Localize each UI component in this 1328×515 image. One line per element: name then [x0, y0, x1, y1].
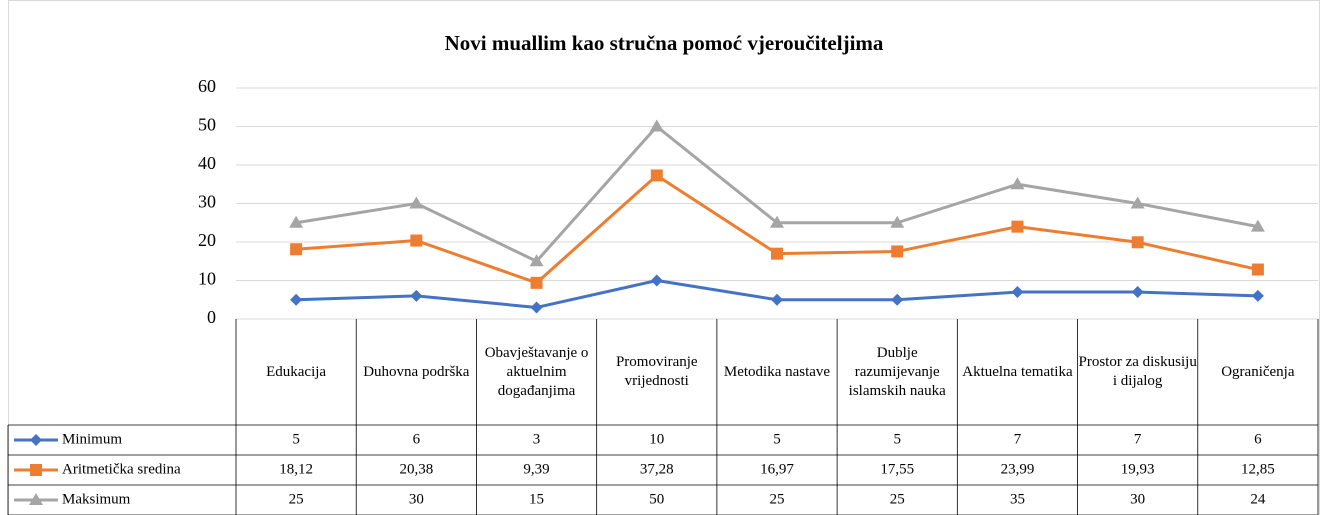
chart-border — [8, 0, 1320, 515]
table-value: 35 — [1010, 491, 1025, 507]
table-value: 16,97 — [760, 461, 794, 477]
x-tick-label: Edukacija — [266, 363, 327, 380]
marker — [1011, 286, 1024, 299]
table-value: 10 — [649, 431, 664, 447]
marker — [410, 234, 423, 247]
x-tick-label: Metodika nastave — [723, 363, 831, 380]
marker — [890, 215, 905, 228]
marker — [1010, 177, 1025, 190]
marker — [771, 247, 783, 260]
table-value: 6 — [1254, 431, 1262, 447]
marker — [290, 243, 303, 256]
marker — [1131, 236, 1144, 249]
x-label-box: Promoviranje vrijednosti — [615, 354, 698, 389]
marker — [1131, 286, 1144, 299]
legend-label: Maksimum — [62, 491, 131, 507]
marker — [1130, 196, 1145, 209]
marker — [650, 169, 663, 182]
marker — [29, 493, 43, 505]
marker — [891, 293, 904, 306]
y-tick-label: 40 — [198, 153, 216, 173]
table-value: 24 — [1250, 491, 1266, 507]
marker — [649, 119, 664, 132]
marker — [529, 254, 544, 267]
y-tick-label: 60 — [198, 76, 216, 96]
table-value: 20,38 — [399, 461, 433, 477]
table-value: 9,39 — [523, 461, 549, 477]
table-value: 6 — [413, 431, 421, 447]
marker — [410, 289, 423, 302]
table-value: 3 — [533, 431, 541, 447]
table-value: 30 — [1130, 491, 1145, 507]
x-tick-label: Ograničenja — [1221, 363, 1295, 380]
marker — [771, 293, 783, 306]
x-tick-label: Duhovna podrška — [363, 363, 470, 380]
x-label-box: Prostor za diskusiju i dijalog — [1078, 354, 1197, 389]
marker — [650, 274, 663, 287]
marker — [1251, 289, 1264, 302]
legend-label: Aritmetička sredina — [62, 461, 181, 477]
x-tick-label: Prostor za diskusiju i dijalog — [1078, 354, 1197, 389]
x-label-box: Edukacija — [266, 363, 327, 380]
y-tick-label: 10 — [198, 269, 216, 289]
marker — [1251, 263, 1264, 276]
x-tick-label: Obavještavanje o aktuelnim događanjima — [484, 344, 589, 399]
marker — [1011, 220, 1024, 233]
x-label-box: Ograničenja — [1221, 363, 1295, 380]
marker — [30, 434, 42, 446]
marker — [409, 196, 424, 209]
marker — [30, 464, 42, 476]
table-value: 50 — [649, 491, 664, 507]
x-tick-label: Dublje razumijevanje islamskih nauka — [848, 344, 946, 399]
x-label-box: Aktuelna tematika — [962, 363, 1073, 380]
table-value: 15 — [529, 491, 544, 507]
y-tick-label: 50 — [198, 115, 216, 135]
x-label-box: Duhovna podrška — [363, 363, 470, 380]
marker — [1250, 219, 1265, 232]
table-value: 18,12 — [279, 461, 313, 477]
table-value: 25 — [289, 491, 304, 507]
table-value: 7 — [1014, 431, 1022, 447]
marker — [891, 245, 904, 258]
y-tick-label: 0 — [207, 307, 216, 327]
table-value: 5 — [292, 431, 300, 447]
table-value: 25 — [770, 491, 785, 507]
table-value: 17,55 — [880, 461, 914, 477]
marker — [290, 293, 303, 306]
x-label-box: Dublje razumijevanje islamskih nauka — [848, 344, 946, 399]
marker — [530, 301, 543, 314]
y-tick-label: 30 — [198, 192, 216, 212]
table-value: 5 — [893, 431, 901, 447]
table-value: 19,93 — [1121, 461, 1155, 477]
table-value: 30 — [409, 491, 424, 507]
table-value: 23,99 — [1001, 461, 1035, 477]
y-tick-label: 20 — [198, 230, 216, 250]
x-label-box: Obavještavanje o aktuelnim događanjima — [484, 344, 589, 399]
x-label-box: Metodika nastave — [723, 363, 831, 380]
table-value: 25 — [890, 491, 905, 507]
table-value: 12,85 — [1241, 461, 1275, 477]
marker — [289, 215, 304, 228]
legend-label: Minimum — [62, 431, 122, 447]
marker — [530, 276, 543, 289]
table-value: 5 — [773, 431, 781, 447]
x-tick-label: Aktuelna tematika — [962, 363, 1073, 380]
marker — [770, 215, 784, 228]
table-value: 7 — [1134, 431, 1142, 447]
chart-title: Novi muallim kao stručna pomoć vjeroučit… — [445, 31, 884, 55]
table-value: 37,28 — [640, 461, 674, 477]
x-tick-label: Promoviranje vrijednosti — [615, 354, 698, 389]
